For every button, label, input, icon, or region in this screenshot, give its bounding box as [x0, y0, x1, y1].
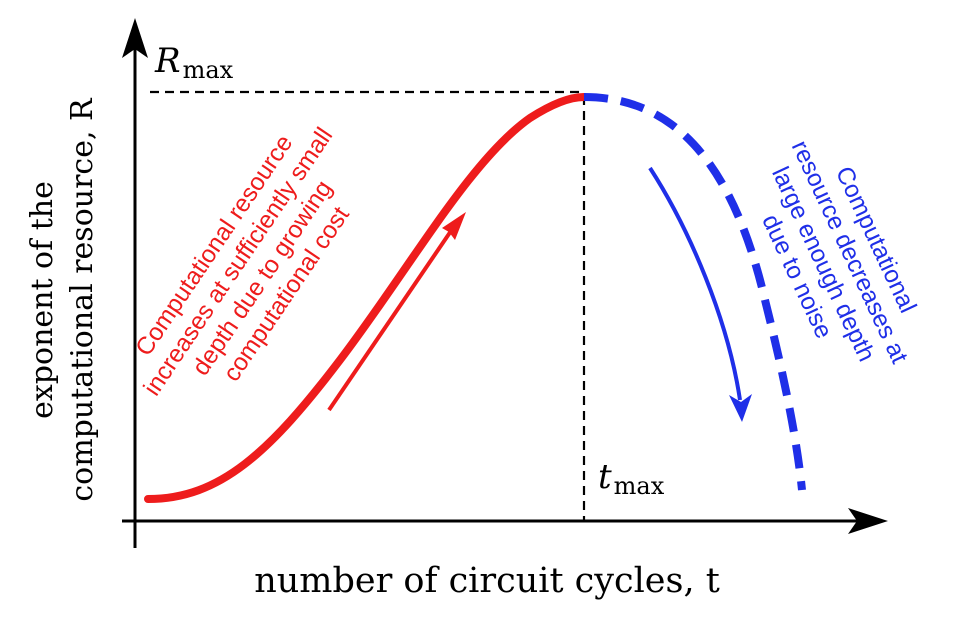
increase-arrowhead	[442, 212, 466, 240]
y-axis-label-line1: exponent of the	[25, 181, 60, 419]
y-axis-label: exponent of the computational resource, …	[25, 97, 100, 502]
t-max-label: tmax	[598, 457, 665, 500]
decrease-annotation: Computational resource decreases at larg…	[756, 137, 921, 368]
y-axis-label-line2: computational resource, R	[65, 97, 100, 502]
increase-direction-arrow	[327, 226, 455, 412]
decreasing-resource-curve	[583, 93, 806, 491]
increasing-resource-curve	[144, 93, 588, 503]
x-axis-label: number of circuit cycles, t	[254, 561, 720, 601]
y-axis-arrowhead	[122, 18, 148, 58]
decrease-arrowhead	[729, 394, 752, 422]
decrease-direction-arrow	[648, 166, 742, 401]
r-max-label: Rmax	[154, 41, 234, 84]
x-axis-arrowhead	[848, 508, 888, 534]
